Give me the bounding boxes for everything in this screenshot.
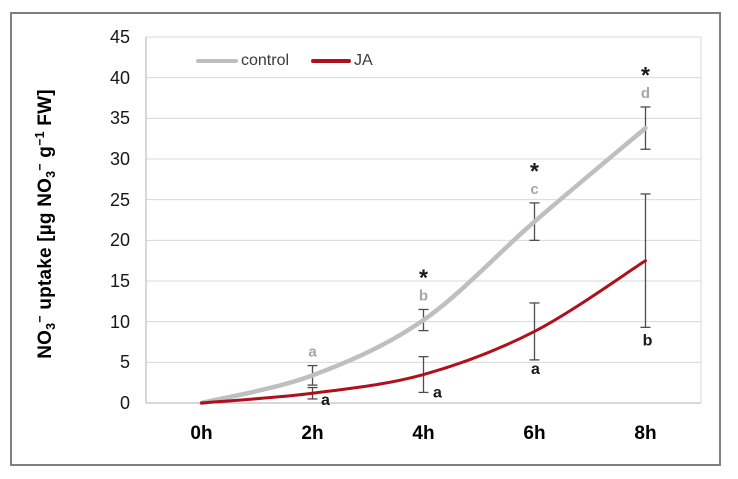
y-tick-label: 0 bbox=[119, 393, 130, 413]
x-tick-label: 8h bbox=[634, 423, 657, 444]
legend-item-control: control bbox=[196, 52, 289, 70]
y-tick-label: 40 bbox=[109, 67, 130, 88]
x-tick-label: 2h bbox=[301, 423, 324, 444]
y-tick-label: 20 bbox=[109, 230, 130, 251]
y-axis-title: NO3− uptake [µg NO3− g−1 FW] bbox=[33, 89, 58, 359]
y-tick-label: 5 bbox=[119, 352, 130, 373]
significance-asterisk: * bbox=[530, 158, 539, 184]
x-tick-label: 6h bbox=[523, 423, 546, 444]
sig-letter-ja: a bbox=[433, 384, 442, 401]
sig-letter-ja: a bbox=[321, 392, 330, 409]
legend-label-control: control bbox=[241, 52, 290, 69]
x-tick-label: 0h bbox=[190, 423, 213, 444]
y-tick-label: 45 bbox=[109, 27, 130, 47]
y-axis-title-text: NO bbox=[35, 329, 56, 359]
control-line-swatch bbox=[196, 58, 238, 64]
sig-letter-control: d bbox=[641, 85, 650, 102]
y-tick-label: 35 bbox=[109, 108, 130, 129]
ja-line-swatch bbox=[311, 59, 352, 63]
y-tick-label: 15 bbox=[109, 271, 130, 291]
legend: control JA bbox=[196, 51, 373, 71]
sig-letter-control: a bbox=[308, 344, 317, 361]
sig-letter-ja: b bbox=[643, 332, 653, 349]
legend-label-ja: JA bbox=[354, 52, 373, 69]
series-line-control bbox=[199, 125, 648, 406]
y-tick-label: 25 bbox=[109, 189, 130, 210]
sig-letter-control: b bbox=[419, 287, 428, 304]
subscript: 3 bbox=[44, 170, 58, 178]
significance-asterisk: * bbox=[419, 264, 428, 290]
superscript: −1 bbox=[33, 131, 47, 146]
y-tick-label: 10 bbox=[109, 311, 130, 332]
superscript: − bbox=[33, 315, 47, 323]
superscript: − bbox=[33, 163, 47, 171]
figure-frame bbox=[10, 12, 721, 466]
sig-letter-ja: a bbox=[531, 361, 540, 378]
legend-item-ja: JA bbox=[311, 52, 373, 70]
sig-letter-control: c bbox=[530, 181, 538, 198]
subscript: 3 bbox=[44, 322, 58, 330]
x-tick-label: 4h bbox=[412, 423, 435, 444]
y-tick-label: 30 bbox=[109, 149, 130, 169]
significance-asterisk: * bbox=[641, 62, 650, 88]
series-line-JA bbox=[200, 259, 647, 405]
